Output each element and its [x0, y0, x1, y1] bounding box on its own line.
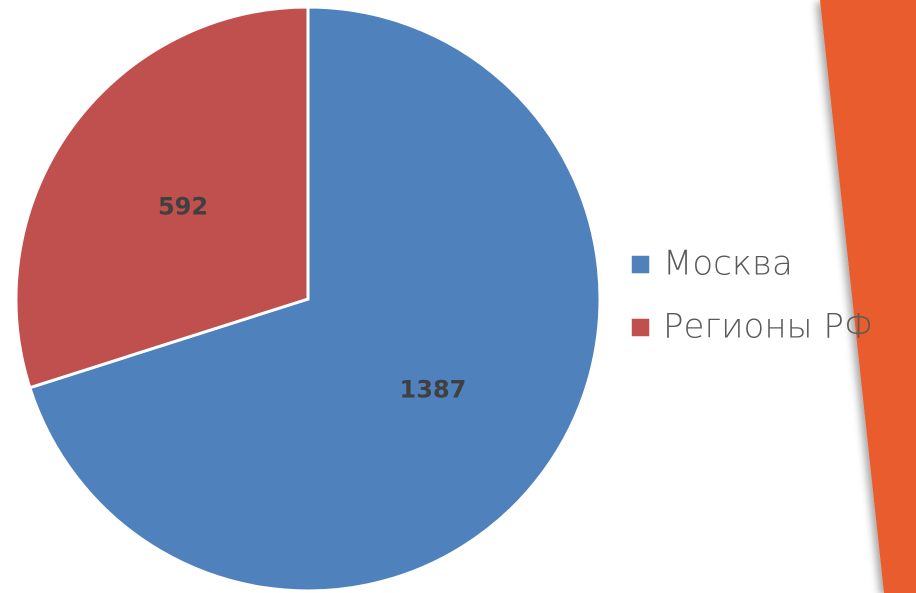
data-label: 1387 [400, 375, 467, 403]
legend-swatch [630, 254, 651, 275]
legend-swatch [630, 317, 651, 338]
legend-label: Москва [663, 244, 793, 284]
pie-slice [14, 5, 310, 390]
decor-shape [820, 0, 916, 593]
pie-slice [27, 5, 602, 593]
legend-label: Регионы РФ [663, 307, 873, 347]
data-label: 592 [158, 193, 208, 221]
